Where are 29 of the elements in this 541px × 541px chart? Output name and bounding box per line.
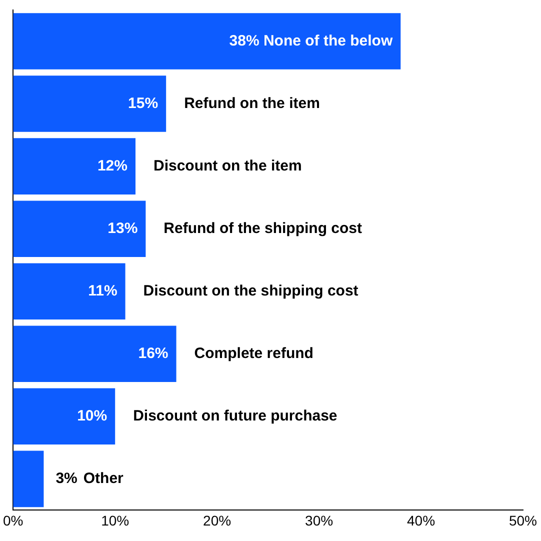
data-label: 11%	[88, 282, 118, 300]
y-tick-label: Refund on the item	[184, 94, 320, 112]
x-tick-label: 50%	[508, 512, 538, 528]
data-label: 13%	[108, 220, 138, 237]
bar	[13, 13, 401, 70]
bar	[13, 76, 166, 132]
text: 38% None of the below	[229, 32, 393, 50]
x-tick-label: 10%	[101, 512, 130, 528]
bar	[13, 326, 176, 382]
y-tick-label: Other	[83, 470, 124, 488]
data-label: 12%	[97, 157, 128, 174]
bar	[13, 138, 136, 194]
bar	[13, 450, 44, 508]
y-tick-label: Discount on future purchase	[133, 408, 338, 425]
data-label: 16%	[138, 345, 168, 362]
x-tick-label: 40%	[407, 512, 436, 528]
bar	[13, 200, 146, 257]
bar	[13, 263, 126, 320]
x-tick-label: 30%	[305, 512, 334, 528]
data-label: 10%	[77, 408, 108, 425]
bar	[13, 388, 116, 445]
data-label: 3%	[56, 470, 78, 488]
y-tick-label: Discount on the shipping cost	[143, 282, 358, 300]
x-tick-label: 20%	[203, 512, 232, 528]
y-tick-label: Discount on the item	[153, 157, 302, 174]
x-tick-label: 0%	[3, 512, 24, 528]
y-tick-label: Refund of the shipping cost	[164, 220, 362, 237]
y-tick-label: Complete refund	[194, 345, 314, 362]
data-label: 15%	[128, 94, 158, 112]
